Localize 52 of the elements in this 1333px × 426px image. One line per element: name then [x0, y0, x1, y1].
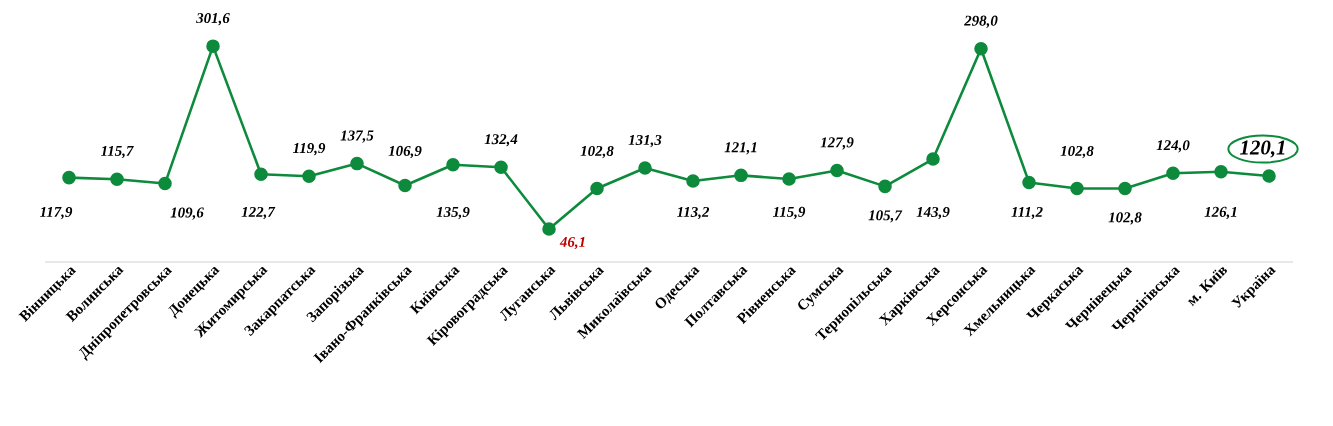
data-label: 113,2: [676, 206, 710, 220]
point: [878, 179, 892, 194]
point: [494, 160, 508, 175]
point: [686, 174, 700, 188]
point: [830, 163, 844, 178]
data-label: 143,9: [916, 206, 950, 220]
point: [1166, 166, 1180, 181]
point: [590, 181, 604, 196]
point: [254, 167, 268, 181]
point: [110, 172, 124, 186]
data-label: 126,1: [1204, 206, 1237, 220]
point: [302, 169, 316, 183]
data-label: 119,9: [292, 143, 326, 156]
point: [62, 170, 76, 185]
point: [1118, 181, 1132, 196]
data-label: 135,9: [436, 206, 470, 220]
data-label: 109,6: [170, 207, 204, 220]
data-label: 111,2: [1011, 206, 1043, 220]
point: [782, 172, 796, 186]
point: [350, 156, 364, 171]
data-label: 115,9: [772, 206, 806, 220]
data-label: 127,9: [820, 137, 854, 150]
data-label: 132,4: [484, 134, 518, 147]
data-label: 137,5: [340, 130, 374, 143]
data-label: 131,3: [628, 134, 662, 148]
data-label: 301,6: [196, 13, 230, 26]
point: [1070, 181, 1084, 196]
point: [158, 176, 172, 191]
point: [734, 168, 748, 183]
point: [926, 152, 940, 166]
point: [1022, 175, 1036, 190]
data-label: 106,9: [388, 145, 422, 159]
data-label: 117,9: [39, 206, 73, 220]
data-label: 122,7: [241, 206, 276, 220]
point: [446, 157, 460, 172]
point: [1214, 164, 1228, 179]
data-label: 105,7: [868, 210, 903, 223]
data-label: 115,7: [100, 145, 134, 159]
data-label: 102,8: [1060, 145, 1094, 159]
point: [206, 39, 220, 53]
data-label: 120,1: [1239, 140, 1285, 158]
point: [974, 41, 988, 56]
data-label: 46,1: [559, 236, 585, 250]
data-label: 102,8: [1108, 212, 1142, 225]
point: [398, 178, 412, 193]
data-label: 121,1: [724, 142, 757, 155]
data-label: 102,8: [580, 145, 614, 159]
point: [542, 222, 556, 236]
data-label: 298,0: [964, 15, 998, 28]
point: [1262, 169, 1276, 183]
point: [638, 161, 652, 175]
data-label: 124,0: [1156, 140, 1190, 153]
